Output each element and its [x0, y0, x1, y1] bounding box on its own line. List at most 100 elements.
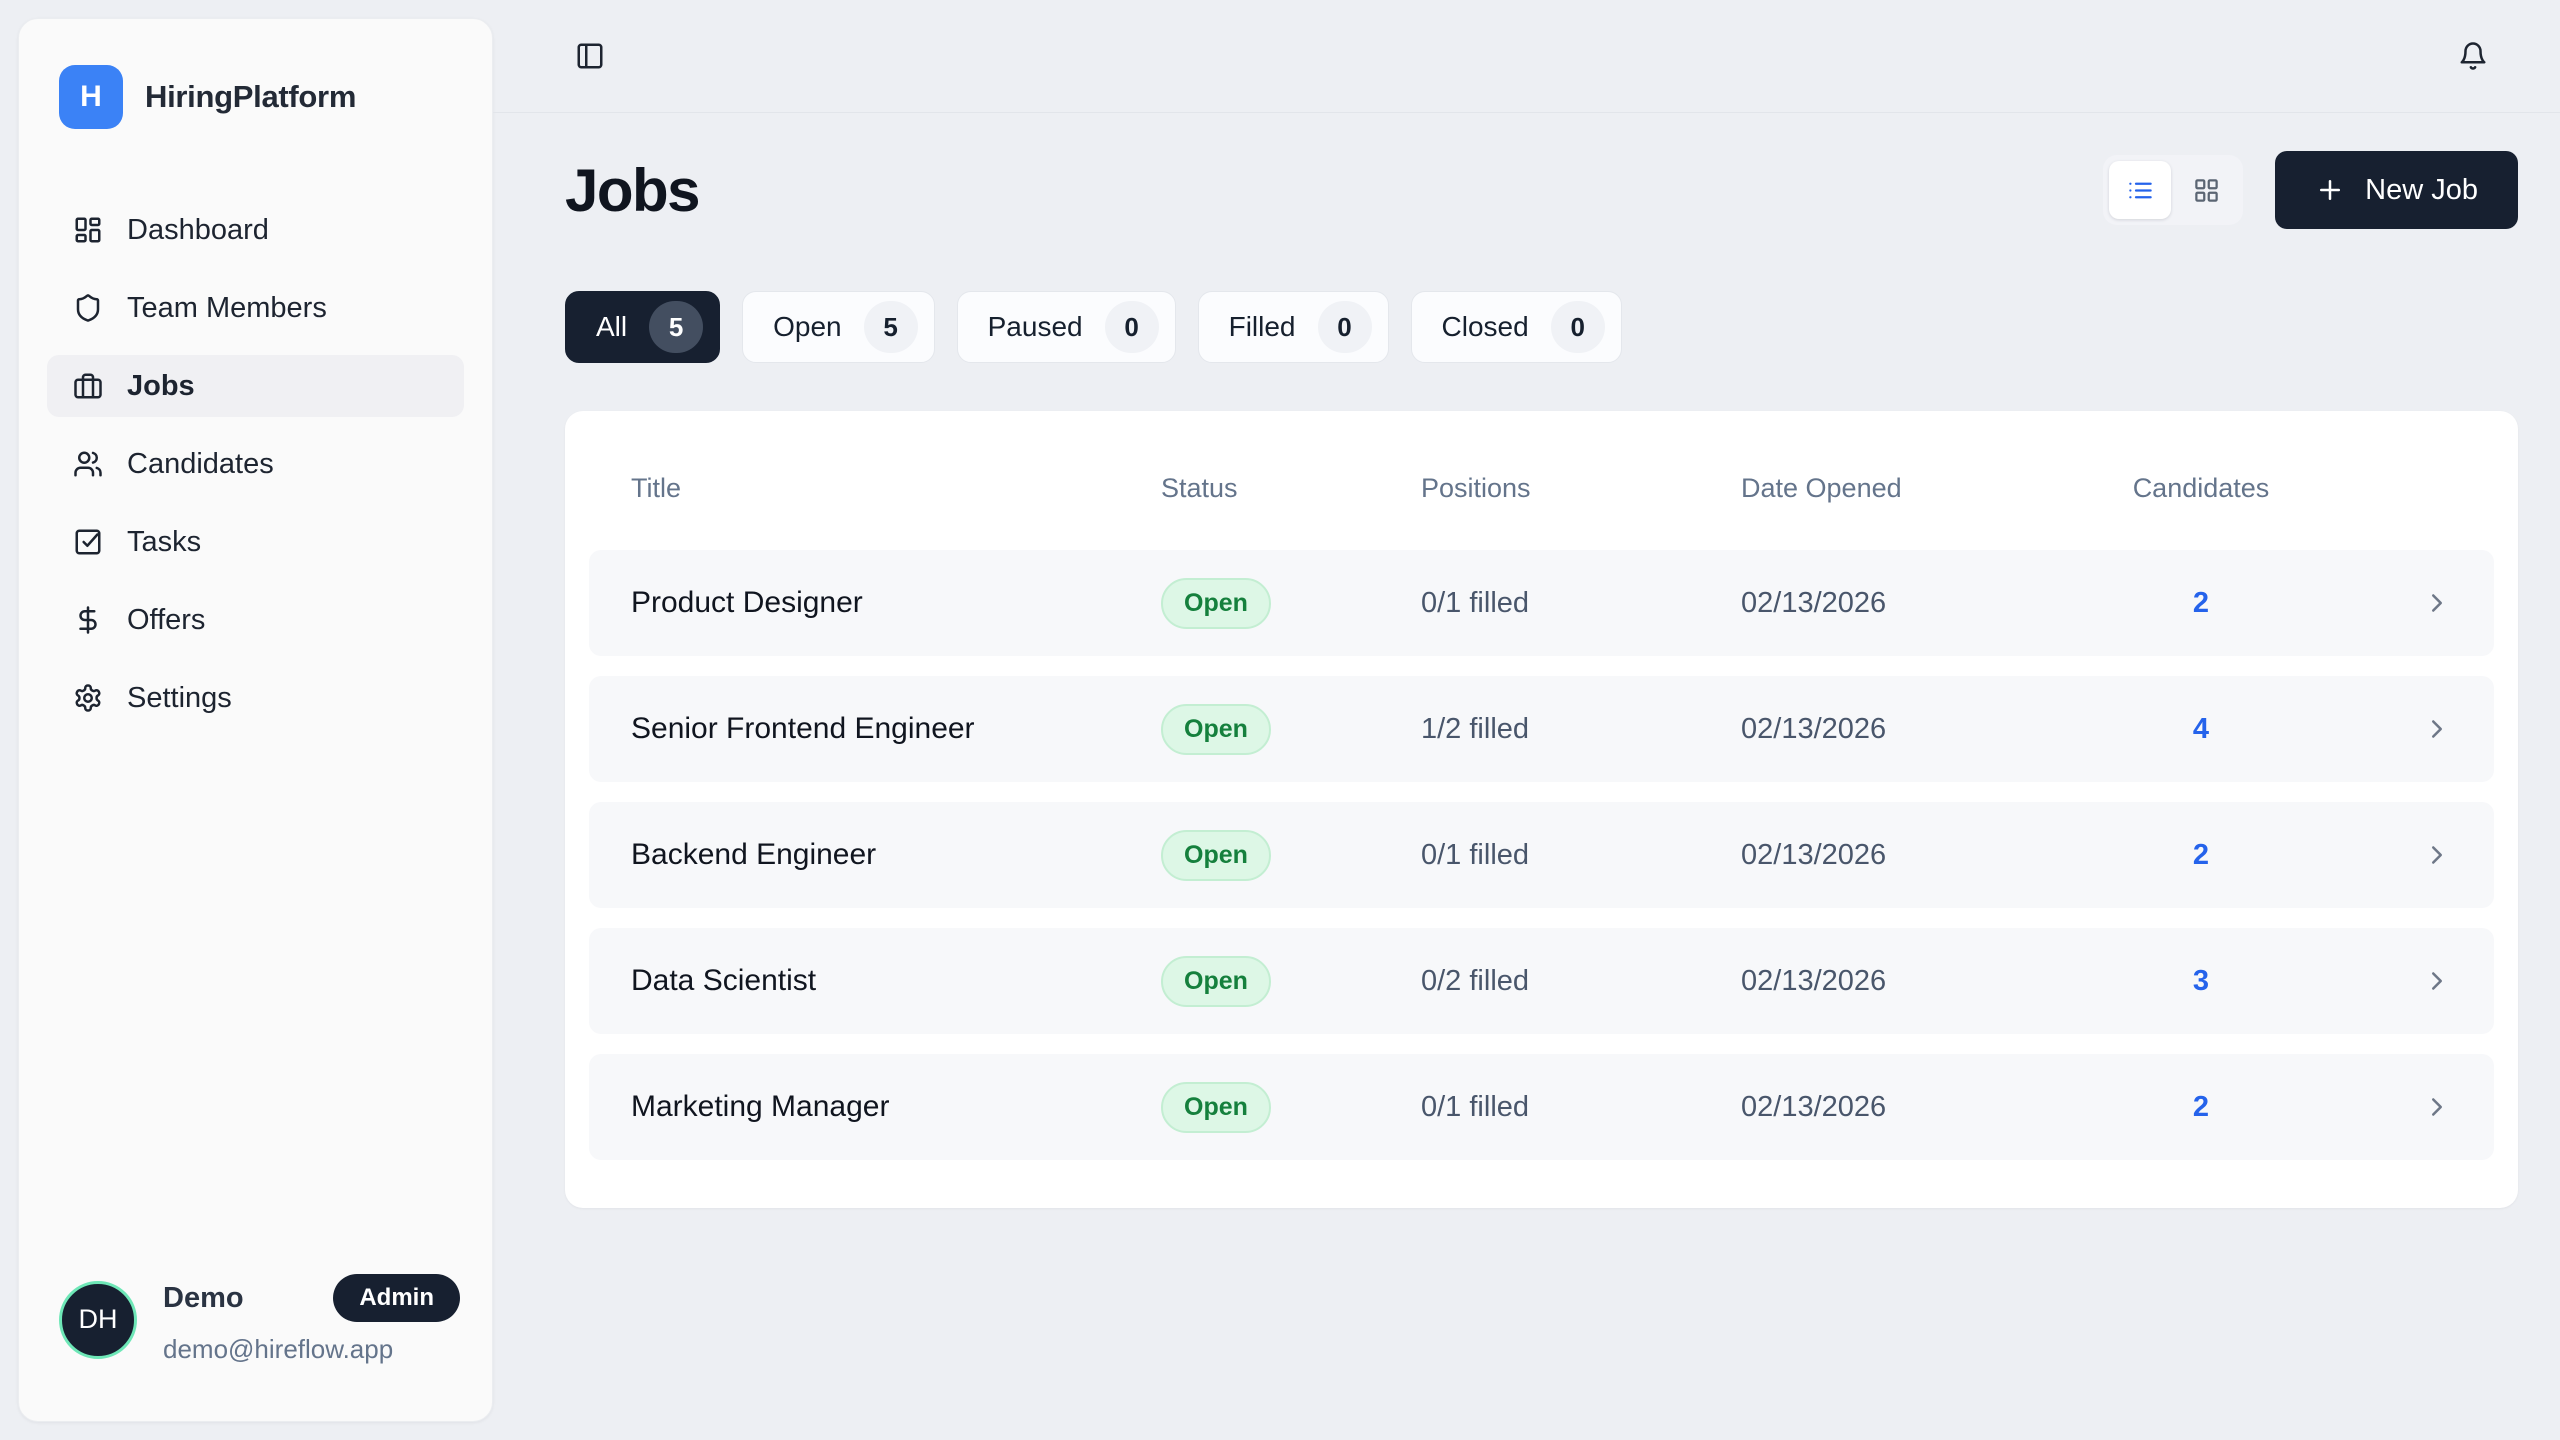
main-area: Jobs New Job All 5: [493, 0, 2560, 1440]
status-badge: Open: [1161, 829, 1271, 881]
chevron-right-icon: [2432, 846, 2442, 864]
user-profile[interactable]: DH Demo Admin demo@hireflow.app: [47, 1274, 464, 1365]
filter-label: Open: [773, 311, 842, 342]
dashboard-icon: [75, 217, 101, 243]
user-info: Demo Admin demo@hireflow.app: [163, 1274, 460, 1365]
filter-label: Closed: [1441, 311, 1529, 342]
candidates-count[interactable]: 4: [2192, 712, 2210, 745]
sidebar-item-label: Settings: [127, 681, 232, 714]
positions-cell: 0/1 filled: [1421, 586, 1530, 619]
sidebar-toggle-button[interactable]: [575, 41, 605, 71]
filter-tab-filled[interactable]: Filled 0: [1197, 291, 1389, 363]
sidebar: H HiringPlatform Dashboard Team Members …: [18, 18, 493, 1422]
table-row[interactable]: Marketing Manager Open 0/1 filled 02/13/…: [589, 1054, 2494, 1160]
sidebar-item-label: Dashboard: [127, 213, 269, 246]
sidebar-item-team-members[interactable]: Team Members: [47, 277, 464, 339]
date-opened-cell: 02/13/2026: [1741, 712, 1887, 745]
filter-tab-closed[interactable]: Closed 0: [1410, 291, 1622, 363]
positions-cell: 0/1 filled: [1421, 838, 1530, 871]
bell-icon: [2460, 42, 2486, 70]
view-toggle-list[interactable]: [2109, 161, 2172, 219]
shield-icon: [76, 294, 100, 322]
filter-count: 0: [1550, 301, 1605, 353]
date-opened-cell: 02/13/2026: [1741, 838, 1887, 871]
row-open-button[interactable]: [2422, 966, 2452, 996]
brand-logo: H: [59, 65, 123, 129]
filter-label: All: [596, 311, 628, 342]
sidebar-nav: Dashboard Team Members Jobs Candidates T…: [47, 199, 464, 729]
panel-left-icon: [577, 43, 603, 69]
filter-tab-open[interactable]: Open 5: [742, 291, 935, 363]
list-icon: [2128, 182, 2152, 198]
chevron-right-icon: [2432, 720, 2442, 738]
column-header-candidates: Candidates: [2132, 473, 2270, 503]
positions-cell: 0/1 filled: [1421, 1090, 1530, 1123]
sidebar-item-candidates[interactable]: Candidates: [47, 433, 464, 495]
job-title: Product Designer: [631, 586, 863, 619]
date-opened-cell: 02/13/2026: [1741, 586, 1887, 619]
positions-cell: 1/2 filled: [1421, 712, 1530, 745]
chevron-right-icon: [2432, 594, 2442, 612]
view-toggle-grid[interactable]: [2175, 161, 2237, 219]
user-email: demo@hireflow.app: [163, 1334, 394, 1364]
filter-count: 5: [649, 301, 704, 353]
filter-label: Filled: [1228, 311, 1296, 342]
row-open-button[interactable]: [2422, 588, 2452, 618]
sidebar-item-tasks[interactable]: Tasks: [47, 511, 464, 573]
table-row[interactable]: Data Scientist Open 0/2 filled 02/13/202…: [589, 928, 2494, 1034]
sidebar-item-label: Team Members: [127, 291, 327, 324]
page-title: Jobs: [565, 156, 701, 224]
row-open-button[interactable]: [2422, 1092, 2452, 1122]
check-square-icon: [75, 529, 101, 555]
status-badge: Open: [1161, 1081, 1271, 1133]
plus-icon: [2320, 180, 2341, 200]
status-badge: Open: [1161, 955, 1271, 1007]
users-icon: [74, 451, 102, 477]
filter-label: Paused: [987, 311, 1083, 342]
filter-tab-all[interactable]: All 5: [565, 291, 721, 363]
sidebar-item-label: Tasks: [127, 525, 202, 558]
candidates-count[interactable]: 2: [2192, 586, 2210, 619]
job-title: Marketing Manager: [631, 1090, 890, 1123]
table-row[interactable]: Backend Engineer Open 0/1 filled 02/13/2…: [589, 802, 2494, 908]
date-opened-cell: 02/13/2026: [1741, 1090, 1887, 1123]
sidebar-item-jobs[interactable]: Jobs: [47, 355, 464, 417]
sidebar-item-label: Jobs: [127, 369, 195, 402]
filter-count: 0: [1317, 301, 1372, 353]
brand[interactable]: H HiringPlatform: [47, 65, 464, 129]
briefcase-icon: [74, 373, 102, 399]
sidebar-item-dashboard[interactable]: Dashboard: [47, 199, 464, 261]
status-badge: Open: [1161, 703, 1271, 755]
job-title: Backend Engineer: [631, 838, 877, 871]
candidates-count[interactable]: 2: [2192, 1090, 2210, 1123]
sidebar-item-settings[interactable]: Settings: [47, 667, 464, 729]
sidebar-item-offers[interactable]: Offers: [47, 589, 464, 651]
column-header-date-opened: Date Opened: [1741, 473, 1902, 503]
gear-icon: [75, 684, 101, 712]
sidebar-item-label: Offers: [127, 603, 206, 636]
job-title: Senior Frontend Engineer: [631, 712, 975, 745]
new-job-button[interactable]: New Job: [2275, 151, 2518, 229]
chevron-right-icon: [2432, 1098, 2442, 1116]
positions-cell: 0/2 filled: [1421, 964, 1530, 997]
table-row[interactable]: Senior Frontend Engineer Open 1/2 filled…: [589, 676, 2494, 782]
avatar: DH: [59, 1280, 137, 1359]
grid-icon: [2194, 178, 2218, 202]
filter-count: 5: [863, 301, 918, 353]
column-header-status: Status: [1161, 473, 1238, 503]
row-open-button[interactable]: [2422, 840, 2452, 870]
filter-tab-paused[interactable]: Paused 0: [956, 291, 1176, 363]
new-job-label: New Job: [2365, 173, 2478, 206]
candidates-count[interactable]: 3: [2192, 964, 2210, 997]
chevron-right-icon: [2432, 972, 2442, 990]
jobs-table: Title Status Positions Date Opened Candi…: [565, 411, 2518, 1208]
brand-initial: H: [80, 80, 102, 113]
row-open-button[interactable]: [2422, 714, 2452, 744]
content: Jobs New Job All 5: [493, 113, 2560, 1208]
brand-name: HiringPlatform: [145, 79, 357, 114]
filter-count: 0: [1104, 301, 1159, 353]
candidates-count[interactable]: 2: [2192, 838, 2210, 871]
notifications-button[interactable]: [2458, 41, 2488, 71]
sidebar-item-label: Candidates: [127, 447, 274, 480]
table-row[interactable]: Product Designer Open 0/1 filled 02/13/2…: [589, 550, 2494, 656]
